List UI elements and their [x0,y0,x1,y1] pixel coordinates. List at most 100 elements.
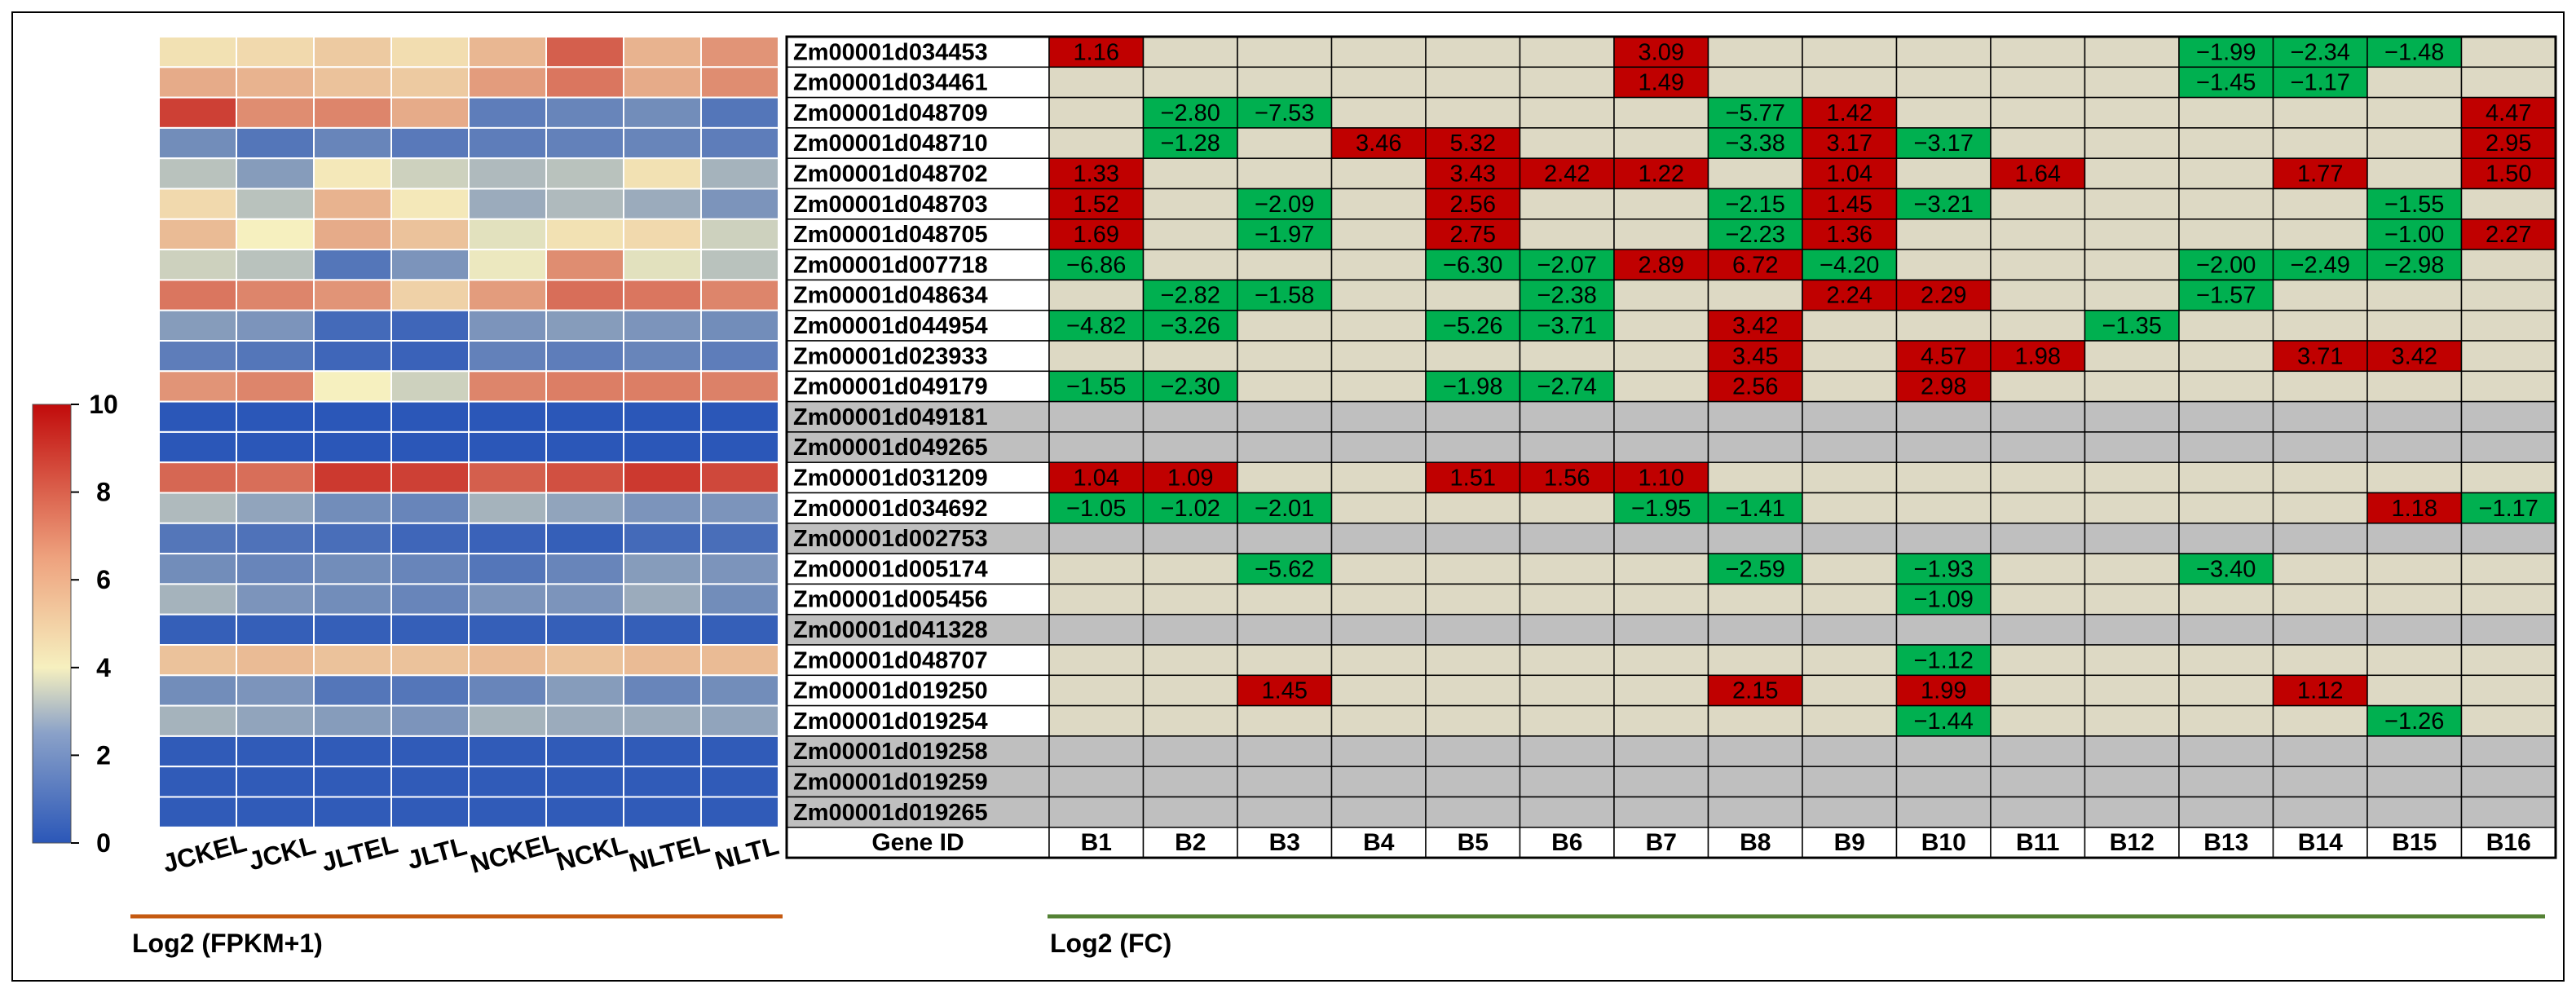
fold-change-cell [1895,431,1992,463]
heatmap-cell [545,766,624,798]
fold-change-cell [1990,461,2086,494]
fold-change-cell [1707,279,1803,311]
fold-change-cell [1237,370,1333,403]
fold-change-cell [1330,157,1427,190]
fold-change-cell [1330,492,1427,524]
fold-change-cell [1237,36,1333,68]
heatmap-cell [700,735,779,768]
fold-change-cell [1895,461,1992,494]
fold-change-cell [2460,704,2556,737]
fold-change-cell [2272,523,2368,554]
heatmap-cell [623,249,702,281]
fold-change-value: 3.17 [1827,130,1872,157]
fold-change-cell [2460,431,2556,463]
fold-change-cell [1048,309,1145,342]
fold-change-cell [2272,66,2368,99]
heatmap-cell [236,249,315,281]
heatmap-cell [390,188,470,220]
heatmap-cell [468,340,547,373]
fold-change-cell [1330,704,1427,737]
heatmap-cell [700,309,779,342]
fold-change-value: −5.77 [1726,100,1785,126]
fold-change-cell [1519,400,1615,433]
fold-change-cell [2272,583,2368,616]
fold-change-cell [2272,431,2368,463]
fold-change-cell [1707,157,1803,190]
fold-change-cell [1425,66,1521,99]
fold-change-cell [1048,766,1145,798]
fold-change-value: 1.56 [1544,466,1590,492]
fold-change-value: −1.93 [1914,556,1974,582]
fold-change-value: 1.45 [1827,192,1872,218]
fold-change-cell [1425,96,1521,129]
heatmap-cell [623,370,702,403]
fold-change-cell [2178,370,2274,403]
fold-change-cell [2272,370,2368,403]
fold-change-cell [1895,553,1992,585]
fold-change-cell [1895,249,1992,281]
heatmap-cell [313,340,392,373]
fold-change-cell [2366,523,2463,554]
heatmap-cell [236,340,315,373]
heatmap-cell [236,704,315,737]
fold-change-cell [2272,188,2368,220]
fold-change-cell [1802,400,1898,433]
fold-change-cell [1142,309,1238,342]
gene-id-label: Zm00001d048710 [793,130,988,157]
fold-change-cell [1990,279,2086,311]
heatmap-cell [236,36,315,68]
heatmap-cell [623,36,702,68]
fold-change-cell [1802,340,1898,373]
heatmap-cell [468,126,547,160]
heatmap-cell [623,96,702,129]
table-header-cell [2460,827,2556,858]
heatmap-cell [700,796,779,828]
fold-change-cell [1802,249,1898,281]
fold-change-cell [1895,309,1992,342]
fold-change-value: −2.01 [1255,496,1314,522]
fold-change-cell [2084,461,2180,494]
fold-change-cell [2178,188,2274,220]
fold-change-cell [1142,36,1238,68]
gene-id-label: Zm00001d049181 [793,404,988,430]
fold-change-cell [1048,370,1145,403]
fold-change-cell [2460,279,2556,311]
fold-change-cell [1802,370,1898,403]
gene-id-label: Zm00001d005174 [793,556,988,582]
heatmap-cell [700,553,779,585]
fold-change-cell [2460,157,2556,190]
table-header-cell [1802,827,1898,858]
fold-change-value: −1.05 [1066,496,1126,522]
heatmap-cell [390,370,470,403]
fold-change-cell [1425,704,1521,737]
fold-change-cell [2366,309,2463,342]
fold-change-cell [1142,157,1238,190]
heatmap-cell [700,613,779,647]
fold-change-cell [2178,400,2274,433]
fold-change-cell [1425,36,1521,68]
fold-change-cell [1895,674,1992,707]
heatmap-cell [236,66,315,99]
fold-change-cell [1895,157,1992,190]
fold-change-cell [1707,36,1803,68]
fold-change-value: 1.49 [1639,70,1684,96]
heatmap-cell [545,522,624,555]
fold-change-cell [1613,279,1709,311]
fold-change-value: 1.22 [1639,161,1684,188]
fold-change-cell [1707,583,1803,616]
heatmap-cell [158,644,237,677]
fold-change-cell [2178,461,2274,494]
gene-id-label: Zm00001d019250 [793,678,988,704]
fold-change-value: 2.24 [1827,283,1872,309]
fold-change-cell [2366,553,2463,585]
fold-change-cell [2366,613,2463,646]
fold-change-value: 1.69 [1074,222,1119,248]
fold-change-value: −6.30 [1443,252,1502,278]
fold-change-cell [1330,279,1427,311]
fold-change-value: −3.21 [1914,192,1974,218]
fold-change-cell [1142,613,1238,646]
fold-change-cell [2460,674,2556,707]
heatmap-cell [158,400,237,433]
table-header-cell [1519,827,1615,858]
fold-change-cell [1425,492,1521,524]
